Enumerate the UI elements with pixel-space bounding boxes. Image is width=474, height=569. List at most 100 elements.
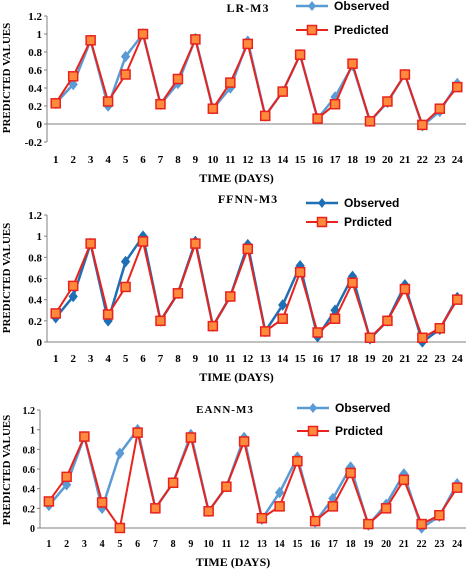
legend-label: Observed — [344, 196, 399, 210]
legend-marker-diamond — [318, 198, 326, 208]
chart-title: LR-M3 — [227, 1, 270, 15]
data-point-prdicted — [398, 474, 410, 486]
x-tick-label: 14 — [277, 154, 289, 166]
legend: Observed Prdicted — [297, 401, 390, 438]
data-point-prdicted — [292, 455, 303, 467]
data-point-observed — [278, 299, 288, 311]
data-point-prdicted — [190, 238, 201, 249]
x-tick-label: 24 — [452, 154, 464, 166]
x-tick-label: 2 — [64, 539, 69, 550]
x-tick-label: 11 — [222, 539, 231, 550]
data-point-prdicted — [203, 506, 214, 517]
data-point-prdicted — [363, 518, 374, 530]
x-axis-label: TIME (DAYS) — [199, 370, 274, 384]
data-point-observed — [68, 78, 78, 91]
x-tick-label: 23 — [434, 154, 446, 166]
x-tick-label: 24 — [452, 539, 462, 550]
y-tick-label: 1.2 — [28, 210, 42, 222]
y-tick-label: 0.6 — [23, 465, 36, 476]
data-point-observed — [274, 486, 285, 499]
x-tick-label: 21 — [399, 539, 409, 550]
x-axis-label: TIME (DAYS) — [196, 555, 271, 569]
x-tick-label: 5 — [123, 353, 129, 365]
data-point-predicted — [207, 103, 219, 114]
data-point-predicted — [294, 49, 306, 60]
data-point-prdicted — [382, 315, 393, 327]
y-tick-label: 1.2 — [23, 406, 36, 417]
data-point-prdicted — [452, 294, 463, 305]
chart-panel-2: 00.20.40.60.811.21 2 3 4 5 6 7 8 9 10 11 12 13 14 15 16… — [1, 192, 466, 384]
legend-label: Prdicted — [344, 215, 392, 229]
x-axis-label: TIME (DAYS) — [199, 171, 274, 185]
data-point-prdicted — [327, 501, 339, 512]
data-point-prdicted — [451, 482, 463, 493]
x-tick-label: 22 — [417, 353, 429, 365]
y-tick-label: -0.2 — [25, 137, 43, 149]
x-tick-label: 15 — [295, 353, 307, 365]
y-tick-label: 0.8 — [28, 47, 42, 59]
y-axis-label: PREDICTED VALUES — [1, 23, 13, 134]
data-point-predicted — [452, 81, 463, 93]
x-tick-label: 4 — [105, 353, 111, 365]
y-tick-label: 1.2 — [28, 11, 42, 23]
data-point-prdicted — [96, 497, 108, 508]
data-point-predicted — [67, 71, 79, 82]
x-tick-label: 22 — [417, 539, 427, 550]
legend-label: Observed — [334, 0, 389, 13]
data-point-prdicted — [417, 332, 428, 344]
data-point-prdicted — [238, 436, 250, 447]
data-point-prdicted — [79, 431, 90, 442]
data-point-predicted — [399, 69, 411, 80]
x-tick-label: 6 — [140, 154, 146, 166]
data-point-predicted — [382, 96, 393, 107]
x-tick-label: 16 — [312, 154, 324, 166]
y-tick-label: 0.2 — [28, 101, 42, 113]
data-point-prdicted — [256, 512, 268, 524]
data-point-prdicted — [277, 313, 288, 324]
x-tick-label: 10 — [204, 539, 214, 550]
data-point-prdicted — [155, 315, 166, 327]
y-tick-label: 0 — [37, 119, 43, 131]
x-tick-label: 14 — [277, 353, 289, 365]
x-tick-label: 6 — [140, 353, 146, 365]
data-point-prdicted — [294, 266, 306, 278]
x-tick-label: 18 — [347, 154, 359, 166]
data-point-prdicted — [434, 322, 446, 334]
x-tick-label: 3 — [88, 353, 94, 365]
x-tick-label: 19 — [364, 353, 376, 365]
y-tick-label: 0 — [30, 524, 35, 535]
data-point-prdicted — [132, 427, 143, 438]
x-tick-label: 12 — [242, 154, 254, 166]
data-point-predicted — [434, 103, 446, 114]
legend-marker-square — [306, 24, 318, 36]
x-tick-label: 17 — [330, 353, 342, 365]
x-tick-label: 6 — [135, 539, 140, 550]
y-tick-label: 0.8 — [28, 252, 42, 264]
x-tick-label: 8 — [175, 353, 181, 365]
data-point-prdicted — [347, 277, 358, 288]
series-predicted — [50, 28, 463, 131]
x-tick-label: 16 — [310, 539, 320, 550]
data-point-prdicted — [329, 313, 341, 324]
chart-panel-1: -0.200.20.40.60.811.21 2 3 4 5 6 7 8 9 10 11 12 13 14… — [1, 0, 466, 185]
data-point-observed — [61, 478, 72, 491]
x-tick-label: 7 — [158, 154, 164, 166]
x-tick-label: 14 — [275, 539, 285, 550]
y-tick-label: 0.2 — [28, 316, 42, 328]
data-point-prdicted — [242, 243, 254, 255]
y-tick-label: 1 — [37, 231, 43, 243]
data-point-predicted — [277, 86, 288, 97]
x-tick-label: 20 — [381, 539, 391, 550]
data-point-prdicted — [364, 332, 376, 344]
x-tick-label: 12 — [239, 539, 249, 550]
x-tick-label: 8 — [171, 539, 176, 550]
data-point-prdicted — [345, 467, 356, 479]
x-tick-label: 20 — [382, 353, 394, 365]
y-axis-label: PREDICTED VALUES — [1, 415, 13, 526]
x-tick-label: 19 — [363, 539, 373, 550]
x-tick-label: 9 — [188, 539, 193, 550]
chart-title: EANN-M3 — [196, 404, 254, 416]
y-tick-label: 0.6 — [28, 65, 42, 77]
data-point-prdicted — [137, 236, 149, 247]
data-point-predicted — [120, 69, 131, 80]
